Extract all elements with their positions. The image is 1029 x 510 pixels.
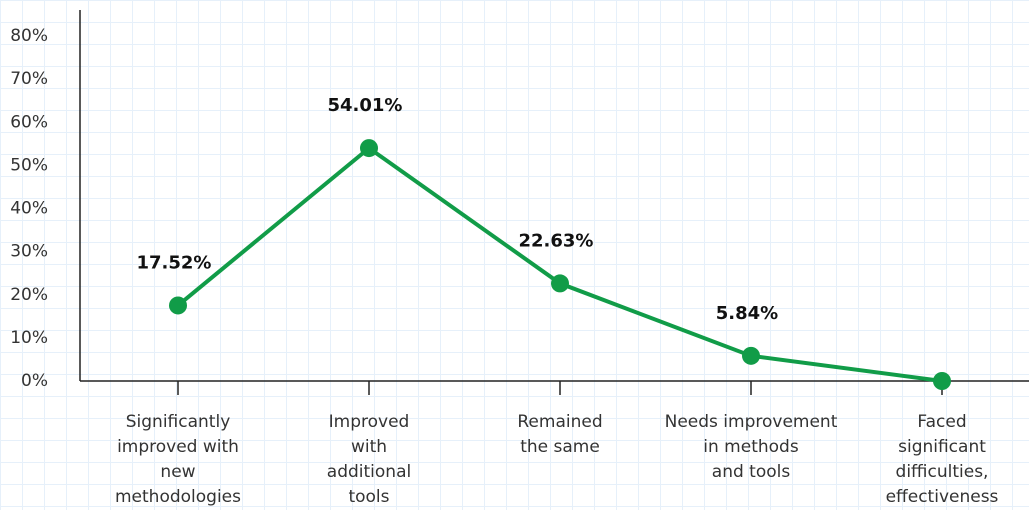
value-label: 17.52% [137, 252, 212, 273]
x-tick-label: Remained the same [517, 412, 603, 457]
y-tick-label: 60% [10, 112, 48, 132]
point [933, 372, 951, 390]
point [360, 139, 378, 158]
x-tick-label: Improved with additional tools [326, 412, 412, 507]
y-tick-label: 80% [10, 26, 48, 46]
line [176, 145, 943, 383]
x-tick-label: Significantly improved with new methodol… [114, 412, 241, 507]
point [742, 346, 760, 365]
y-tick-label: 0% [21, 371, 48, 391]
x-tick-label: Needs improvement in methods and tools [664, 412, 838, 482]
y-tick-label: 50% [10, 155, 48, 175]
point [169, 296, 187, 315]
y-tick-label: 70% [10, 69, 48, 89]
value-label: 54.01% [328, 95, 403, 116]
value-label: 22.63% [519, 230, 594, 251]
y-tick-label: 40% [10, 199, 48, 219]
point [551, 274, 569, 293]
x-tick-label: Faced significant difficulties, effectiv… [885, 412, 999, 507]
value-label: 5.84% [716, 303, 778, 324]
y-tick-label: 20% [10, 285, 48, 305]
y-tick-label: 10% [10, 328, 48, 348]
y-tick-label: 30% [10, 242, 48, 262]
